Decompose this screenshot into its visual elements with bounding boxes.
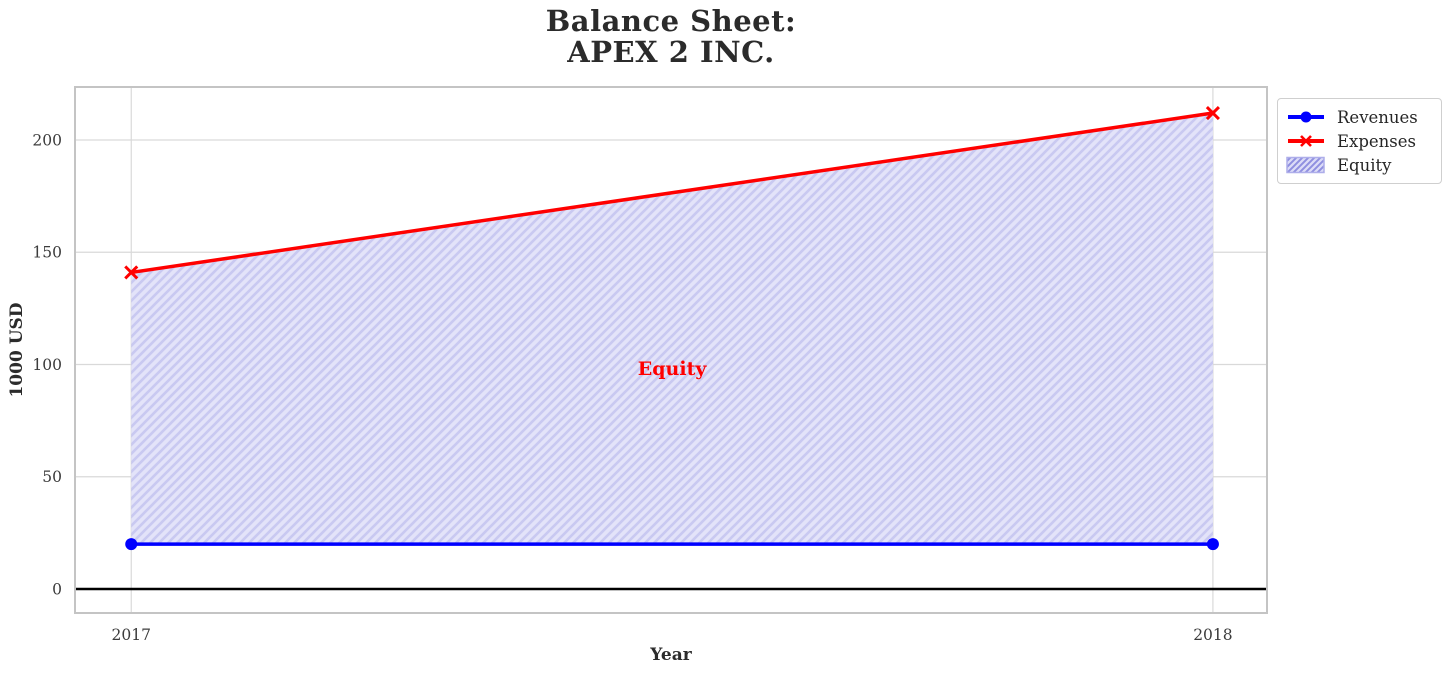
y-tick-label: 150 (32, 244, 62, 262)
revenues-marker (125, 538, 138, 551)
expenses-marker (1205, 105, 1220, 121)
y-axis-label: 1000 USD (7, 302, 27, 398)
chart-title-line1: Balance Sheet: (545, 4, 797, 38)
x-tick-label: 2017 (112, 626, 151, 644)
equity-area (131, 113, 1213, 545)
chart-title-line2: APEX 2 INC. (567, 35, 775, 69)
legend-item-revenues: Revenues (1286, 105, 1433, 129)
y-tick-label: 50 (42, 468, 62, 486)
expenses-line-x-icon (1288, 135, 1324, 147)
revenues-line-circle-icon (1288, 111, 1324, 123)
equity-annotation: Equity (638, 358, 708, 380)
legend: Revenues Expenses Equity (1277, 98, 1442, 184)
legend-label-revenues: Revenues (1337, 107, 1418, 127)
y-tick-label: 200 (32, 131, 62, 149)
revenues-marker (1206, 538, 1219, 551)
y-tick-label: 100 (32, 356, 62, 374)
legend-item-equity: Equity (1286, 153, 1433, 177)
expenses-marker (124, 265, 139, 280)
chart-title: Balance Sheet: APEX 2 INC. (75, 6, 1267, 68)
y-tick-label: 0 (52, 580, 62, 598)
x-axis-label: Year (650, 645, 692, 665)
legend-label-equity: Equity (1337, 155, 1392, 175)
legend-item-expenses: Expenses (1286, 129, 1433, 153)
x-tick-label: 2018 (1193, 626, 1232, 644)
legend-label-expenses: Expenses (1337, 131, 1417, 151)
equity-hatch-patch-icon (1286, 156, 1325, 174)
expenses-line (129, 111, 1215, 275)
plot-border (74, 86, 1268, 614)
